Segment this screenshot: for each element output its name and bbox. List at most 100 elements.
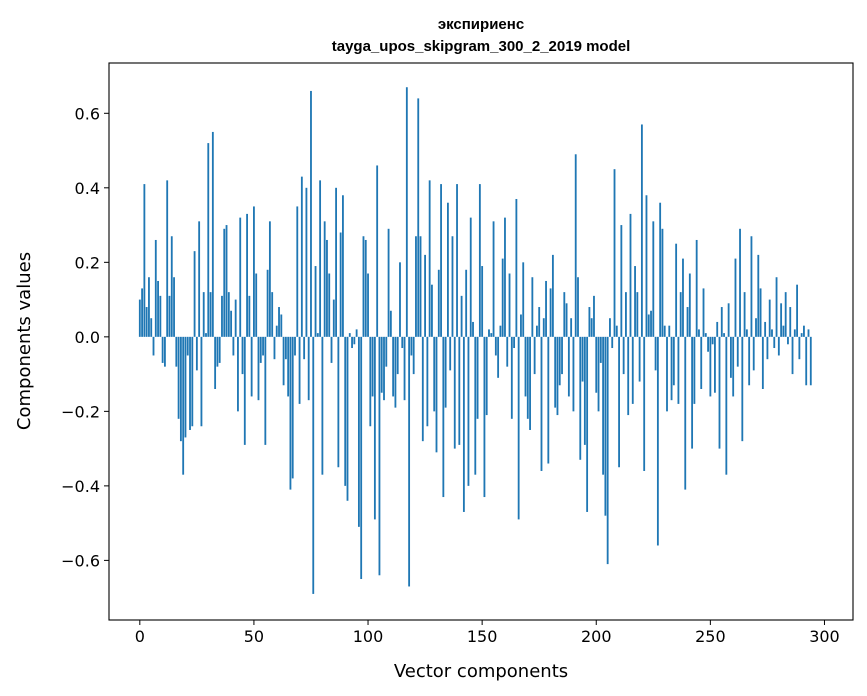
- bar-component-206: [609, 318, 611, 337]
- bar-component-4: [148, 277, 150, 337]
- bar-component-19: [182, 336, 185, 475]
- bar-component-47: [246, 213, 248, 337]
- bar-component-15: [173, 277, 175, 337]
- bar-component-162: [508, 273, 511, 337]
- bar-component-118: [408, 336, 411, 587]
- bar-component-107: [383, 336, 385, 401]
- bar-component-222: [645, 195, 648, 337]
- bar-component-190: [572, 336, 575, 412]
- bar-component-101: [369, 336, 372, 427]
- bar-component-175: [538, 307, 541, 337]
- x-axis-ticks: 0 50 100 150 200 250 300: [135, 620, 840, 646]
- bar-component-149: [478, 184, 481, 337]
- bar-component-40: [230, 310, 233, 337]
- bar-component-163: [510, 336, 513, 419]
- bar-component-123: [419, 236, 422, 337]
- bar-component-98: [362, 236, 365, 337]
- bar-component-230: [663, 325, 666, 337]
- bar-component-210: [618, 336, 620, 468]
- bar-component-127: [428, 180, 431, 337]
- bar-component-279: [775, 277, 778, 337]
- bar-component-5: [150, 318, 153, 337]
- bar-component-158: [499, 325, 502, 337]
- bar-component-229: [661, 228, 664, 337]
- bar-component-251: [711, 336, 714, 345]
- bar-component-204: [604, 336, 607, 516]
- bar-component-169: [524, 336, 527, 397]
- bar-component-111: [392, 336, 395, 397]
- bar-component-9: [159, 295, 162, 337]
- bar-component-253: [716, 321, 719, 337]
- bar-component-104: [376, 165, 379, 337]
- x-tick-label: 50: [244, 627, 264, 646]
- bar-component-130: [435, 336, 438, 453]
- bar-component-100: [367, 273, 369, 337]
- bar-component-171: [529, 336, 531, 430]
- bar-component-256: [723, 333, 725, 337]
- bar-component-116: [403, 336, 406, 401]
- bar-component-89: [342, 195, 344, 337]
- bar-component-280: [777, 336, 780, 356]
- bar-component-261: [734, 258, 737, 337]
- bar-component-23: [191, 336, 194, 427]
- y-tick-label: 0.4: [75, 179, 100, 198]
- bar-component-159: [501, 258, 504, 337]
- bar-component-281: [780, 303, 783, 337]
- bar-component-57: [268, 221, 271, 337]
- bar-component-245: [698, 329, 700, 337]
- bar-component-271: [757, 254, 760, 337]
- bar-component-76: [312, 336, 315, 594]
- bar-component-174: [536, 325, 538, 337]
- bar-component-272: [759, 288, 762, 337]
- bar-component-121: [415, 236, 417, 337]
- bar-component-134: [444, 336, 447, 408]
- bar-component-147: [474, 336, 477, 475]
- bar-component-220: [640, 124, 643, 337]
- bar-component-72: [303, 336, 306, 360]
- bar-component-151: [483, 336, 486, 498]
- bar-component-257: [725, 336, 728, 475]
- bar-component-71: [300, 176, 303, 337]
- bar-component-58: [271, 292, 274, 337]
- bar-component-18: [179, 336, 182, 442]
- bar-component-177: [542, 318, 545, 337]
- bar-component-75: [310, 90, 312, 337]
- bar-component-187: [565, 303, 568, 337]
- bar-component-262: [736, 336, 739, 367]
- bar-component-224: [650, 310, 652, 337]
- bar-component-199: [593, 295, 595, 337]
- bar-component-109: [387, 228, 390, 337]
- bar-component-186: [563, 292, 566, 337]
- bar-component-219: [638, 336, 641, 382]
- bar-component-62: [280, 314, 283, 337]
- bar-component-90: [344, 336, 347, 486]
- bar-component-152: [485, 336, 488, 416]
- bar-component-11: [164, 336, 166, 367]
- bar-component-56: [266, 269, 269, 337]
- bar-component-193: [579, 336, 582, 460]
- bar-component-226: [654, 336, 657, 371]
- bar-component-126: [426, 336, 429, 427]
- bar-component-198: [590, 318, 593, 337]
- bar-component-7: [154, 239, 157, 337]
- bar-component-173: [533, 336, 536, 375]
- bar-component-0: [138, 299, 141, 337]
- bar-component-241: [688, 273, 691, 337]
- bar-component-49: [250, 336, 253, 397]
- bar-component-240: [686, 307, 689, 337]
- bar-component-233: [670, 336, 673, 401]
- bar-component-207: [611, 336, 614, 349]
- bar-component-249: [707, 336, 709, 352]
- bar-component-26: [198, 221, 201, 337]
- bar-component-154: [490, 333, 493, 337]
- bar-component-66: [289, 336, 292, 490]
- chart-title-model: tayga_upos_skipgram_300_2_2019 model: [332, 38, 631, 55]
- bar-component-268: [750, 236, 753, 337]
- bar-component-221: [643, 336, 646, 471]
- bar-component-122: [417, 98, 420, 337]
- bar-component-94: [353, 336, 356, 345]
- bar-component-131: [437, 269, 440, 337]
- bar-component-289: [798, 336, 801, 360]
- bar-component-52: [257, 336, 260, 401]
- bar-component-20: [184, 336, 187, 438]
